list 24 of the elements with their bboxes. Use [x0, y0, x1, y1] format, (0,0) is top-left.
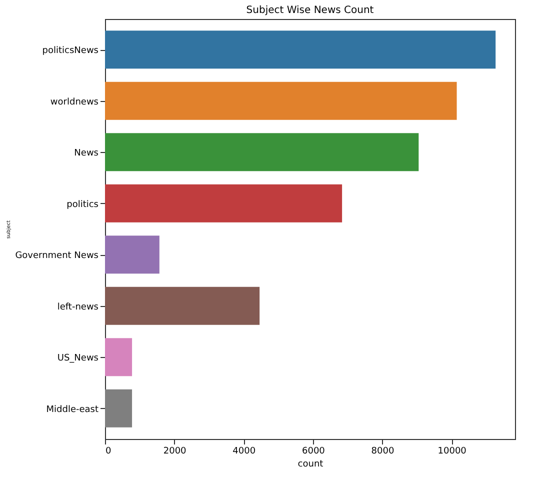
y-tick-label: worldnews — [50, 97, 99, 108]
bar — [105, 236, 160, 274]
y-tick-label: US_News — [57, 354, 99, 364]
bar — [105, 286, 260, 325]
y-tick-label: Government News — [15, 251, 99, 262]
y-tick-label: Middle-east — [46, 404, 99, 415]
chart-title: Subject Wise News Count — [246, 5, 374, 16]
x-tick-label: 10000 — [438, 446, 467, 456]
bar — [105, 30, 496, 69]
y-tick-label: politicsNews — [42, 46, 99, 56]
y-tick-label: left-news — [57, 302, 99, 312]
x-tick-label: 0 — [106, 446, 112, 456]
bar — [105, 389, 132, 428]
y-tick-label: politics — [66, 200, 99, 210]
bar — [105, 82, 457, 120]
x-tick-label: 6000 — [302, 446, 326, 456]
bar — [105, 338, 132, 376]
bar — [105, 184, 342, 222]
x-axis-title: count — [298, 460, 324, 470]
x-tick-label: 4000 — [232, 446, 256, 456]
x-tick-label: 2000 — [163, 446, 187, 456]
bar — [105, 133, 419, 172]
x-tick-label: 8000 — [371, 446, 394, 456]
y-tick-label: News — [74, 148, 99, 159]
